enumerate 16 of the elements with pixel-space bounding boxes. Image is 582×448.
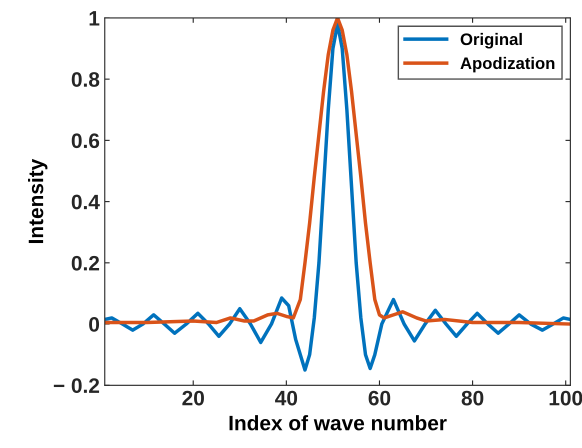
legend-label: Apodization: [460, 56, 554, 72]
y-tick-label: 0.2: [72, 256, 100, 271]
y-tick-label: 0.8: [72, 72, 100, 87]
legend-label: Original: [460, 32, 522, 49]
y-tick-label: 0.6: [72, 133, 100, 148]
x-tick-label: 80: [462, 390, 484, 406]
y-tick-label: 0.4: [72, 194, 100, 210]
x-tick-label: 100: [550, 390, 582, 406]
y-axis-title: Intensity: [28, 158, 48, 244]
x-axis-title: Index of wave number: [230, 415, 447, 430]
x-tick-label: 60: [368, 390, 390, 406]
x-tick-label: 40: [275, 390, 298, 406]
x-tick-label: 20: [182, 390, 204, 406]
y-tick-label: 0: [89, 317, 100, 332]
y-tick-label: 1: [90, 11, 100, 26]
y-tick-label: − 0.2: [54, 378, 100, 394]
